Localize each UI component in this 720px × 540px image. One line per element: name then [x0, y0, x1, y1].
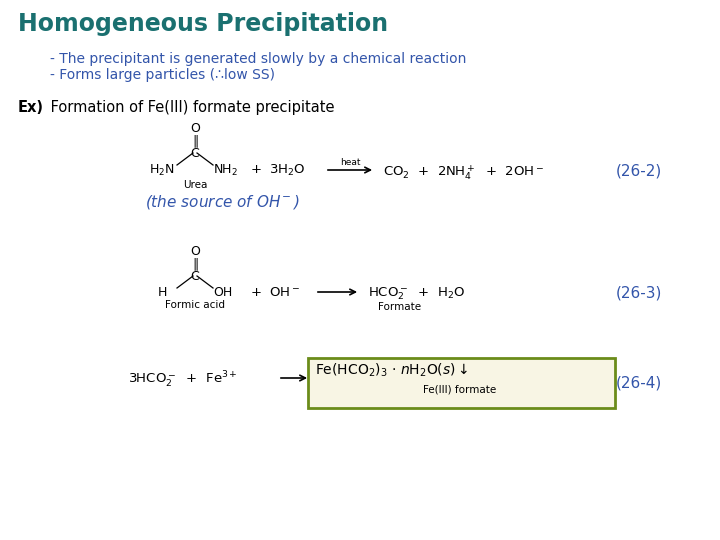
Text: Fe(HCO$_2$)$_3$ $\cdot$ $n$H$_2$O($s$)$\downarrow$: Fe(HCO$_2$)$_3$ $\cdot$ $n$H$_2$O($s$)$\… — [315, 362, 469, 380]
Text: C: C — [191, 270, 199, 283]
Text: H: H — [157, 286, 167, 299]
Text: Formation of Fe(III) formate precipitate: Formation of Fe(III) formate precipitate — [46, 100, 335, 115]
Text: $+$  3H$_2$O: $+$ 3H$_2$O — [250, 163, 305, 178]
Text: - Forms large particles (∴low SS): - Forms large particles (∴low SS) — [50, 68, 275, 82]
Text: NH$_2$: NH$_2$ — [212, 163, 238, 178]
Text: (the source of OH$^-$): (the source of OH$^-$) — [145, 193, 300, 211]
Text: 3HCO$_2^-$  $+$  Fe$^{3+}$: 3HCO$_2^-$ $+$ Fe$^{3+}$ — [128, 370, 238, 390]
Text: Urea: Urea — [183, 180, 207, 190]
Text: ∥: ∥ — [192, 257, 198, 270]
Text: (26-4): (26-4) — [616, 375, 662, 390]
Text: OH: OH — [213, 286, 233, 299]
Text: (26-3): (26-3) — [616, 286, 662, 301]
Text: CO$_2$  $+$  2NH$_4^+$  $+$  2OH$^-$: CO$_2$ $+$ 2NH$_4^+$ $+$ 2OH$^-$ — [383, 163, 544, 182]
Text: O: O — [190, 122, 200, 135]
Text: C: C — [191, 147, 199, 160]
Text: - The precipitant is generated slowly by a chemical reaction: - The precipitant is generated slowly by… — [50, 52, 467, 66]
Text: $+$  OH$^-$: $+$ OH$^-$ — [250, 286, 301, 299]
Text: Formate: Formate — [379, 302, 422, 312]
Text: Formic acid: Formic acid — [165, 300, 225, 310]
Text: Homogeneous Precipitation: Homogeneous Precipitation — [18, 12, 388, 36]
Text: (26-2): (26-2) — [616, 163, 662, 178]
Text: Fe(III) formate: Fe(III) formate — [423, 385, 497, 395]
Text: O: O — [190, 245, 200, 258]
Text: HCO$_2^-$  $+$  H$_2$O: HCO$_2^-$ $+$ H$_2$O — [368, 286, 466, 302]
Text: H$_2$N: H$_2$N — [149, 163, 175, 178]
Text: Ex): Ex) — [18, 100, 44, 115]
Text: ∥: ∥ — [192, 134, 198, 147]
Text: heat: heat — [340, 158, 360, 167]
